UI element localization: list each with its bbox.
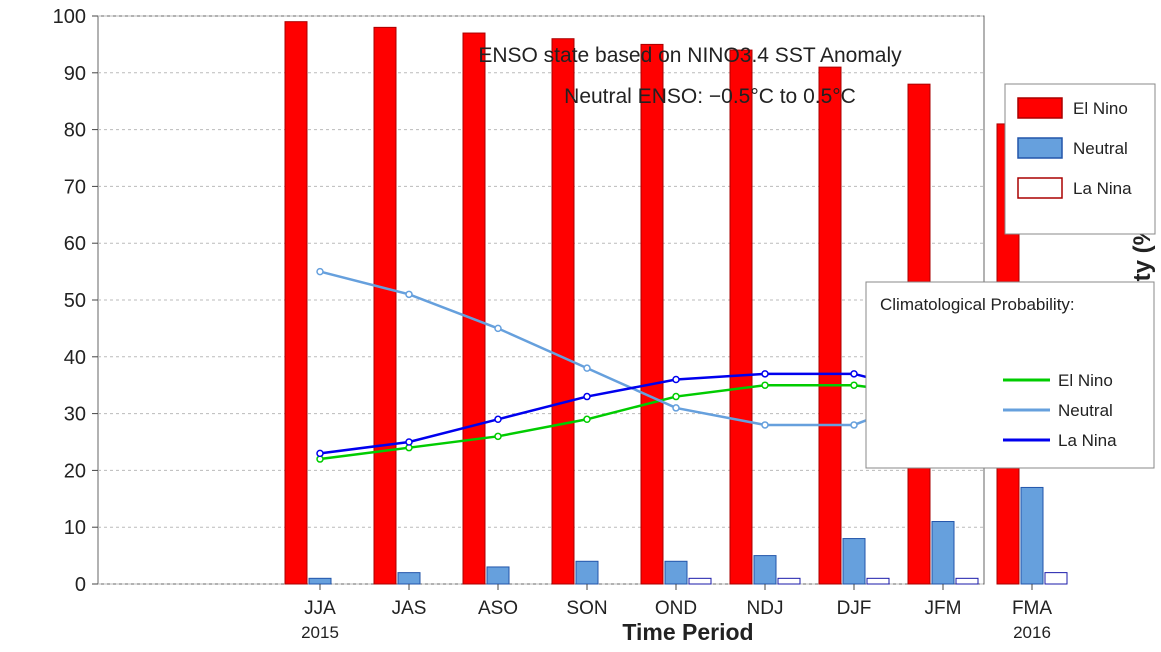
x-tick-label: JFM	[925, 598, 962, 619]
legend-swatch	[1017, 177, 1063, 199]
climatology-legend-title: Climatological Probability:	[880, 295, 1075, 314]
bar-el-nino	[551, 38, 575, 585]
x-tick-label: OND	[655, 598, 697, 619]
climatology-point-neutral	[672, 404, 680, 412]
bar-neutral	[575, 560, 599, 585]
bar-neutral	[753, 555, 777, 585]
chart-subtitle: Neutral ENSO: −0.5°C to 0.5°C	[564, 85, 856, 108]
x-tick-label: SON	[566, 598, 607, 619]
y-tick-label: 0	[75, 574, 86, 596]
x-tick-label: JAS	[392, 598, 427, 619]
climatology-point-la-nina	[494, 415, 502, 424]
x-tick-label: DJF	[837, 598, 872, 619]
bar-el-nino	[729, 49, 753, 585]
x-tick-label: ASO	[478, 598, 518, 619]
bar-la-nina	[955, 577, 979, 585]
bar-neutral	[397, 572, 421, 585]
bar-neutral	[664, 560, 688, 585]
year-label: 2016	[1013, 623, 1051, 642]
bar-la-nina	[866, 577, 890, 585]
bar-neutral	[486, 566, 510, 585]
climatology-point-el-nino	[494, 432, 502, 441]
bar-neutral	[1020, 486, 1044, 585]
y-tick-label: 80	[64, 120, 86, 142]
legend-label: Neutral	[1058, 401, 1113, 420]
bar-la-nina	[1044, 572, 1068, 585]
y-tick-label: 50	[64, 290, 86, 312]
climatology-point-el-nino	[672, 392, 680, 401]
climatology-point-el-nino	[850, 381, 858, 389]
climatology-point-neutral	[583, 364, 591, 372]
legend-label: La Nina	[1073, 179, 1132, 198]
year-label: 2015	[301, 623, 339, 642]
bar-la-nina	[688, 577, 712, 585]
bar-el-nino	[284, 21, 308, 585]
climatology-point-la-nina	[316, 449, 324, 458]
climatology-point-la-nina	[672, 375, 680, 384]
y-tick-label: 90	[64, 63, 86, 85]
legend-box-climatology	[865, 281, 1155, 469]
climatology-point-la-nina	[850, 370, 858, 378]
bar-el-nino	[818, 66, 842, 585]
climatology-point-la-nina	[761, 370, 769, 378]
climatology-point-la-nina	[405, 438, 413, 446]
bar-el-nino	[373, 26, 397, 585]
y-tick-label: 70	[64, 176, 86, 198]
bar-neutral	[842, 538, 866, 585]
climatology-point-neutral	[316, 267, 324, 276]
y-tick-label: 60	[64, 233, 86, 255]
legend-label: La Nina	[1058, 431, 1117, 450]
legend-label: El Nino	[1058, 371, 1113, 390]
y-tick-label: 100	[53, 6, 86, 28]
climatology-point-el-nino	[583, 415, 591, 424]
legend-swatch	[1017, 97, 1063, 119]
x-tick-label: FMA	[1012, 598, 1052, 619]
bar-el-nino	[462, 32, 486, 585]
climatology-point-neutral	[494, 324, 502, 333]
legend: El Nino Neutral La Nina Climatological Prob…	[865, 83, 1156, 469]
legend-label: Neutral	[1073, 139, 1128, 158]
y-tick-label: 40	[64, 347, 86, 369]
legend-label: El Nino	[1073, 99, 1128, 118]
x-tick-label: JJA	[304, 598, 336, 619]
climatology-point-el-nino	[761, 381, 769, 389]
legend-swatch	[1017, 137, 1063, 159]
bar-el-nino	[640, 43, 664, 585]
bar-neutral	[931, 521, 955, 585]
climatology-point-neutral	[761, 421, 769, 429]
x-axis-label: Time Period	[622, 619, 753, 645]
bar-neutral	[308, 577, 332, 585]
bar-la-nina	[777, 577, 801, 585]
x-tick-label: NDJ	[747, 598, 784, 619]
climatology-point-neutral	[405, 290, 413, 299]
y-tick-label: 20	[64, 460, 86, 482]
climatology-point-neutral	[850, 421, 858, 429]
y-tick-label: 30	[64, 404, 86, 426]
y-tick-label: 10	[64, 517, 86, 539]
climatology-point-la-nina	[583, 392, 591, 401]
chart-title: ENSO state based on NINO3.4 SST Anomaly	[478, 44, 902, 67]
axes: 0 10 20 30 40 50 60 70 80 90 100 JJA JAS ASO SON OND NDJ…	[53, 6, 1053, 642]
